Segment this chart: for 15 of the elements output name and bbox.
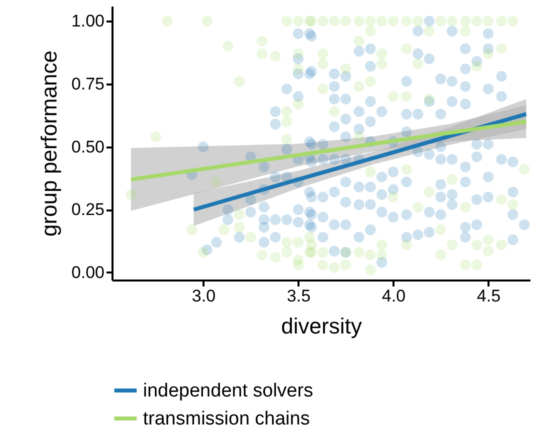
x-tick-label: 4.0 xyxy=(382,286,406,306)
y-tick-label: 1.00 xyxy=(71,12,104,31)
legend-label: independent solvers xyxy=(143,380,314,402)
y-tick-label: 0.75 xyxy=(71,74,104,94)
x-tick-label: 3.0 xyxy=(192,286,216,306)
line-series xyxy=(192,112,528,212)
x-axis-title: diversity xyxy=(281,314,362,338)
x-tick-label: 3.5 xyxy=(286,286,311,306)
y-tick-label: 0.50 xyxy=(71,137,104,156)
y-tick-label: 0.00 xyxy=(71,262,104,282)
line-series xyxy=(129,120,528,182)
x-tick-label: 4.5 xyxy=(476,286,501,306)
y-tick-label: 0.25 xyxy=(71,200,104,220)
y-axis-title: group performance xyxy=(36,50,62,236)
legend-label: transmission chains xyxy=(143,408,310,430)
